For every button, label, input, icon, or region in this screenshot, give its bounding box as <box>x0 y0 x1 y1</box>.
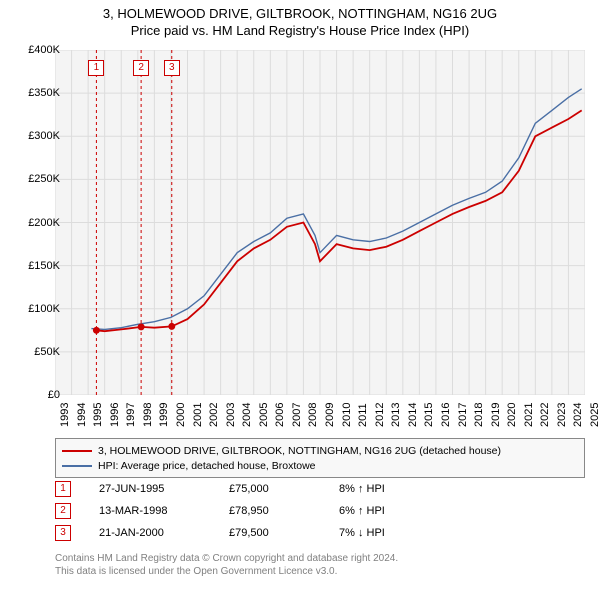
title-block: 3, HOLMEWOOD DRIVE, GILTBROOK, NOTTINGHA… <box>0 0 600 38</box>
x-tick-label: 1999 <box>158 403 170 427</box>
y-tick-label: £200K <box>28 217 60 229</box>
chart-container: 3, HOLMEWOOD DRIVE, GILTBROOK, NOTTINGHA… <box>0 0 600 590</box>
y-tick-label: £250K <box>28 173 60 185</box>
x-tick-label: 2021 <box>523 403 535 427</box>
x-tick-label: 2012 <box>374 403 386 427</box>
x-tick-label: 2010 <box>341 403 353 427</box>
x-tick-label: 2015 <box>423 403 435 427</box>
x-tick-label: 2003 <box>225 403 237 427</box>
x-tick-label: 2025 <box>589 403 600 427</box>
x-tick-label: 2007 <box>291 403 303 427</box>
title-subtitle: Price paid vs. HM Land Registry's House … <box>0 23 600 38</box>
x-tick-label: 1998 <box>142 403 154 427</box>
sale-date: 13-MAR-1998 <box>99 505 229 517</box>
x-tick-label: 2008 <box>307 403 319 427</box>
x-tick-label: 2005 <box>258 403 270 427</box>
x-tick-label: 2013 <box>390 403 402 427</box>
x-tick-label: 2017 <box>457 403 469 427</box>
legend-label-red: 3, HOLMEWOOD DRIVE, GILTBROOK, NOTTINGHA… <box>98 445 501 457</box>
sale-row: 1 27-JUN-1995£75,0008% ↑ HPI <box>55 478 585 500</box>
sale-row-marker: 2 <box>55 503 71 519</box>
footnote: Contains HM Land Registry data © Crown c… <box>55 552 398 578</box>
x-tick-label: 2023 <box>556 403 568 427</box>
x-tick-label: 1997 <box>125 403 137 427</box>
x-tick-label: 2002 <box>208 403 220 427</box>
x-tick-label: 2018 <box>473 403 485 427</box>
x-tick-label: 2024 <box>572 403 584 427</box>
x-tick-label: 2011 <box>357 403 369 427</box>
chart-area <box>55 50 585 395</box>
x-tick-label: 2020 <box>506 403 518 427</box>
sales-table: 1 27-JUN-1995£75,0008% ↑ HPI 2 13-MAR-1998£… <box>55 478 585 544</box>
x-tick-label: 1993 <box>59 403 71 427</box>
x-tick-label: 2006 <box>274 403 286 427</box>
sale-row-marker: 3 <box>55 525 71 541</box>
sale-marker-box: 3 <box>164 60 180 76</box>
legend-swatch-red <box>62 450 92 452</box>
sale-date: 27-JUN-1995 <box>99 483 229 495</box>
x-tick-label: 1996 <box>109 403 121 427</box>
x-tick-label: 1994 <box>76 403 88 427</box>
x-tick-label: 2022 <box>539 403 551 427</box>
legend-row-red: 3, HOLMEWOOD DRIVE, GILTBROOK, NOTTINGHA… <box>62 443 578 458</box>
plot-svg <box>55 50 585 395</box>
sale-row: 3 21-JAN-2000£79,5007% ↓ HPI <box>55 522 585 544</box>
y-tick-label: £100K <box>28 303 60 315</box>
sale-row-marker: 1 <box>55 481 71 497</box>
sale-price: £78,950 <box>229 505 339 517</box>
sale-row: 2 13-MAR-1998£78,9506% ↑ HPI <box>55 500 585 522</box>
x-tick-label: 2016 <box>440 403 452 427</box>
sale-price: £79,500 <box>229 527 339 539</box>
y-tick-label: £0 <box>48 389 60 401</box>
x-tick-label: 1995 <box>92 403 104 427</box>
legend-row-blue: HPI: Average price, detached house, Brox… <box>62 458 578 473</box>
sale-price: £75,000 <box>229 483 339 495</box>
footnote-line2: This data is licensed under the Open Gov… <box>55 565 398 578</box>
sale-pct: 6% ↑ HPI <box>339 505 489 517</box>
y-tick-label: £300K <box>28 130 60 142</box>
legend: 3, HOLMEWOOD DRIVE, GILTBROOK, NOTTINGHA… <box>55 438 585 478</box>
x-tick-label: 2000 <box>175 403 187 427</box>
x-tick-label: 2001 <box>192 403 204 427</box>
x-tick-label: 2019 <box>490 403 502 427</box>
y-tick-label: £50K <box>34 346 60 358</box>
legend-label-blue: HPI: Average price, detached house, Brox… <box>98 460 316 472</box>
title-address: 3, HOLMEWOOD DRIVE, GILTBROOK, NOTTINGHA… <box>0 6 600 21</box>
sale-pct: 7% ↓ HPI <box>339 527 489 539</box>
x-tick-label: 2004 <box>241 403 253 427</box>
y-tick-label: £150K <box>28 260 60 272</box>
sale-marker-box: 1 <box>88 60 104 76</box>
y-tick-label: £350K <box>28 87 60 99</box>
sale-date: 21-JAN-2000 <box>99 527 229 539</box>
sale-marker-box: 2 <box>133 60 149 76</box>
x-tick-label: 2009 <box>324 403 336 427</box>
y-tick-label: £400K <box>28 44 60 56</box>
x-tick-label: 2014 <box>407 403 419 427</box>
footnote-line1: Contains HM Land Registry data © Crown c… <box>55 552 398 565</box>
legend-swatch-blue <box>62 465 92 467</box>
sale-pct: 8% ↑ HPI <box>339 483 489 495</box>
